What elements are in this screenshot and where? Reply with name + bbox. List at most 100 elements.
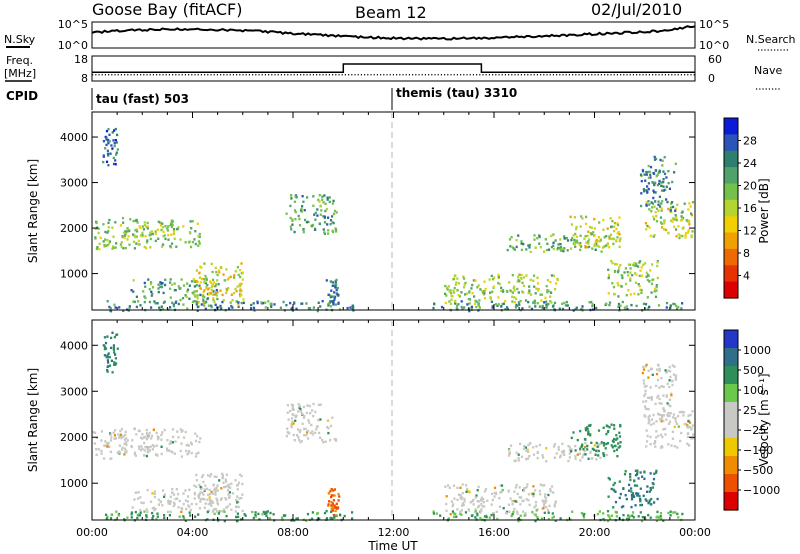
- power-cell: [675, 235, 678, 238]
- velocity-cell: [500, 484, 504, 487]
- power-cell: [629, 263, 632, 266]
- power-cell: [545, 303, 548, 306]
- velocity-cell: [570, 448, 573, 451]
- power-cell: [94, 227, 97, 231]
- nsearch-label: N.Search: [746, 33, 796, 46]
- power-colorbar-tick-label: 8: [743, 247, 750, 260]
- velocity-cell: [541, 454, 544, 457]
- velocity-cell: [152, 428, 155, 432]
- power-cell: [346, 306, 349, 310]
- power-cell: [541, 306, 544, 309]
- power-cell: [225, 291, 228, 294]
- velocity-cell: [643, 385, 646, 388]
- power-cell: [146, 227, 149, 230]
- velocity-cell: [613, 424, 616, 427]
- power-cell: [332, 300, 335, 303]
- velocity-cell: [618, 435, 622, 438]
- power-cell: [538, 235, 541, 239]
- velocity-cell: [669, 370, 672, 373]
- power-cell: [198, 242, 201, 245]
- velocity-cell: [121, 448, 124, 451]
- power-cell: [203, 304, 206, 307]
- power-cell: [293, 230, 296, 234]
- velocity-cell: [606, 519, 610, 523]
- power-cell: [160, 285, 164, 289]
- power-cell: [456, 277, 459, 280]
- power-cell: [445, 294, 448, 297]
- velocity-cell: [671, 437, 674, 440]
- velocity-cell: [169, 500, 172, 503]
- velocity-cell: [536, 516, 539, 519]
- velocity-cell: [576, 453, 579, 456]
- velocity-cell: [631, 514, 634, 517]
- velocity-cell: [293, 439, 296, 442]
- velocity-cell: [597, 429, 601, 432]
- power-cell: [654, 211, 657, 214]
- velocity-cell: [482, 500, 485, 504]
- power-cell: [579, 234, 582, 237]
- power-cell: [240, 301, 243, 305]
- power-cell: [574, 242, 577, 246]
- power-cell: [186, 282, 189, 285]
- velocity-cell: [619, 425, 622, 428]
- velocity-cell: [543, 502, 546, 505]
- power-cell: [468, 298, 472, 301]
- velocity-cell: [116, 347, 119, 350]
- power-cell: [195, 300, 198, 303]
- power-cell: [289, 225, 292, 228]
- power-colorbar-swatch: [724, 248, 738, 266]
- power-cell: [448, 290, 451, 293]
- velocity-heatmap: [92, 331, 695, 523]
- velocity-cell: [120, 427, 124, 431]
- velocity-colorbar-tick-label: −1000: [743, 484, 780, 497]
- velocity-cell: [514, 500, 517, 503]
- power-cell: [512, 247, 515, 250]
- power-cell: [331, 215, 334, 218]
- power-cell: [665, 185, 668, 188]
- velocity-cell: [637, 492, 640, 495]
- power-cell: [196, 301, 199, 305]
- power-cell: [453, 286, 456, 290]
- power-cell: [624, 282, 628, 286]
- power-cell: [638, 274, 641, 278]
- power-cell: [607, 268, 610, 271]
- power-cell: [323, 194, 326, 197]
- velocity-cell: [667, 443, 670, 446]
- velocity-cell: [457, 493, 461, 496]
- power-cell: [527, 244, 530, 247]
- power-cell: [479, 288, 482, 291]
- power-cell: [240, 272, 243, 275]
- velocity-cell: [432, 512, 435, 515]
- velocity-cell: [236, 495, 239, 498]
- power-cell: [111, 247, 114, 250]
- velocity-cell: [117, 512, 121, 516]
- power-cell: [647, 274, 650, 278]
- velocity-cell: [193, 497, 196, 500]
- velocity-cell: [574, 449, 577, 452]
- velocity-cell: [578, 452, 581, 455]
- power-cell: [545, 248, 548, 252]
- velocity-cell: [674, 374, 678, 377]
- power-cell: [657, 200, 660, 203]
- velocity-cell: [516, 512, 519, 515]
- power-cell: [163, 234, 166, 237]
- power-cell: [314, 211, 317, 215]
- power-cell: [605, 302, 608, 305]
- power-cell: [172, 230, 175, 233]
- power-cell: [239, 285, 242, 288]
- velocity-cell: [477, 485, 480, 489]
- power-cell: [351, 307, 354, 310]
- velocity-cell: [163, 516, 166, 520]
- power-cell: [497, 281, 500, 285]
- power-cell: [546, 289, 549, 292]
- power-cell: [144, 296, 147, 300]
- power-cell: [644, 222, 647, 225]
- velocity-cell: [574, 457, 577, 460]
- velocity-cell: [218, 510, 221, 513]
- power-cell: [607, 292, 610, 295]
- power-cell: [106, 149, 109, 152]
- power-cell: [540, 299, 543, 302]
- power-cell: [135, 235, 138, 238]
- velocity-cell: [533, 506, 536, 509]
- velocity-cell: [631, 492, 635, 495]
